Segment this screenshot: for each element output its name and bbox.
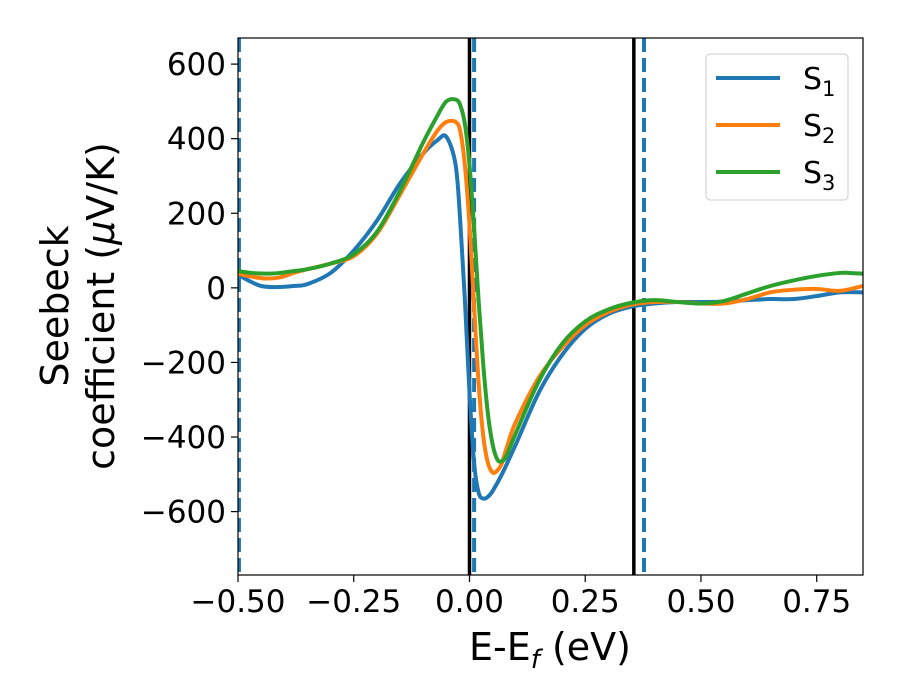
x-tick-label: 0.00 (435, 584, 504, 620)
y-tick-label: −400 (141, 420, 226, 456)
legend-label-s3: S3 (803, 156, 835, 195)
y-tick-label: 400 (167, 122, 226, 158)
x-axis-ticks: −0.50 −0.25 0.00 0.25 0.50 0.75 (191, 575, 851, 620)
y-axis-label-line1: Seebeck (33, 225, 77, 386)
plot-frame (237, 37, 864, 576)
y-tick-label: 600 (167, 47, 226, 83)
legend: S1 S2 S3 (705, 53, 849, 201)
legend-item-s3: S3 (716, 156, 835, 195)
y-axis-label-line2: coefficient (μV/K) (79, 142, 123, 470)
x-tick-label: 0.50 (666, 584, 735, 620)
legend-label-s1: S1 (803, 62, 835, 101)
x-tick-label: 0.75 (782, 584, 851, 620)
x-tick-label: −0.50 (191, 584, 286, 620)
y-axis-label: Seebeck coefficient (μV/K) (33, 142, 123, 470)
x-tick-label: −0.25 (306, 584, 401, 620)
legend-item-s1: S1 (716, 62, 835, 101)
x-tick-label: 0.25 (551, 584, 620, 620)
series-lines (238, 97, 863, 501)
legend-item-s2: S2 (716, 109, 835, 148)
series-line-s3 (238, 97, 863, 464)
y-tick-label: −200 (141, 345, 226, 381)
y-tick-label: −600 (141, 495, 226, 531)
y-tick-label: 200 (167, 196, 226, 232)
y-axis-ticks: −600 −400 −200 0 200 400 600 (141, 47, 238, 531)
legend-label-s2: S2 (803, 109, 835, 148)
y-tick-label: 0 (206, 271, 226, 307)
x-axis-label: E-Ef (eV) (469, 625, 631, 675)
